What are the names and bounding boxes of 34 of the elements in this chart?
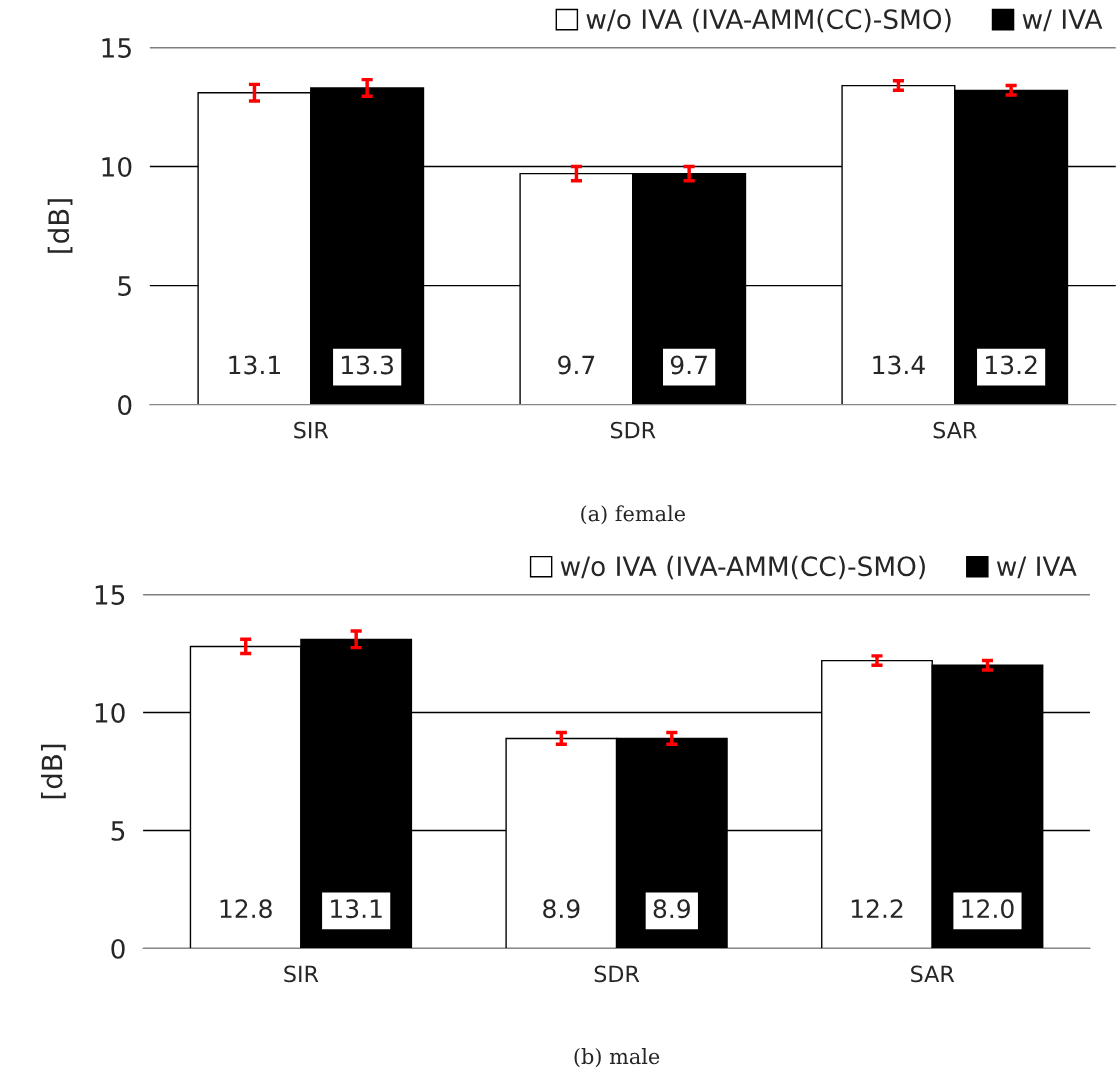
y-tick-label: 15 [95, 585, 125, 605]
data-label: 12.0 [962, 899, 1014, 919]
y-axis-title: [dB] [40, 744, 66, 799]
data-label: 9.7 [670, 355, 707, 375]
data-label: 13.2 [986, 355, 1037, 375]
x-tick-label: SDR [610, 421, 656, 439]
data-label: 13.4 [873, 355, 925, 375]
y-tick-label: 15 [102, 38, 131, 58]
y-tick-label: 5 [118, 276, 131, 296]
y-tick-label: 10 [95, 702, 125, 723]
x-tick-label: SAR [911, 965, 955, 983]
data-label: 13.1 [229, 355, 280, 375]
y-tick-label: 0 [111, 938, 125, 959]
data-label: 9.7 [558, 355, 595, 375]
x-tick-label: SDR [594, 965, 640, 983]
y-tick-label: 0 [118, 395, 132, 416]
data-label: 12.2 [851, 899, 903, 918]
legend-label: w/ IVA [1022, 9, 1103, 32]
legend-label: w/o IVA (IVA-AMM(CC)-SMO) [560, 555, 925, 580]
data-label: 8.9 [543, 899, 580, 919]
data-label: 8.9 [653, 899, 690, 919]
x-tick-label: SAR [933, 421, 977, 439]
x-tick-label: SIR [284, 965, 319, 983]
x-tick-label: SIR [294, 421, 329, 439]
legend-label: w/ IVA [996, 556, 1077, 579]
data-label: 13.1 [331, 899, 382, 919]
y-axis-title: [dB] [47, 199, 73, 253]
text: (a) female [581, 505, 685, 525]
data-label: 12.8 [220, 899, 272, 919]
legend-label: w/o IVA (IVA-AMM(CC)-SMO) [586, 8, 951, 33]
y-tick-label: 5 [111, 821, 125, 841]
text: (b) male [574, 1048, 660, 1068]
data-label: 13.3 [342, 355, 393, 375]
y-tick-label: 10 [102, 156, 132, 177]
